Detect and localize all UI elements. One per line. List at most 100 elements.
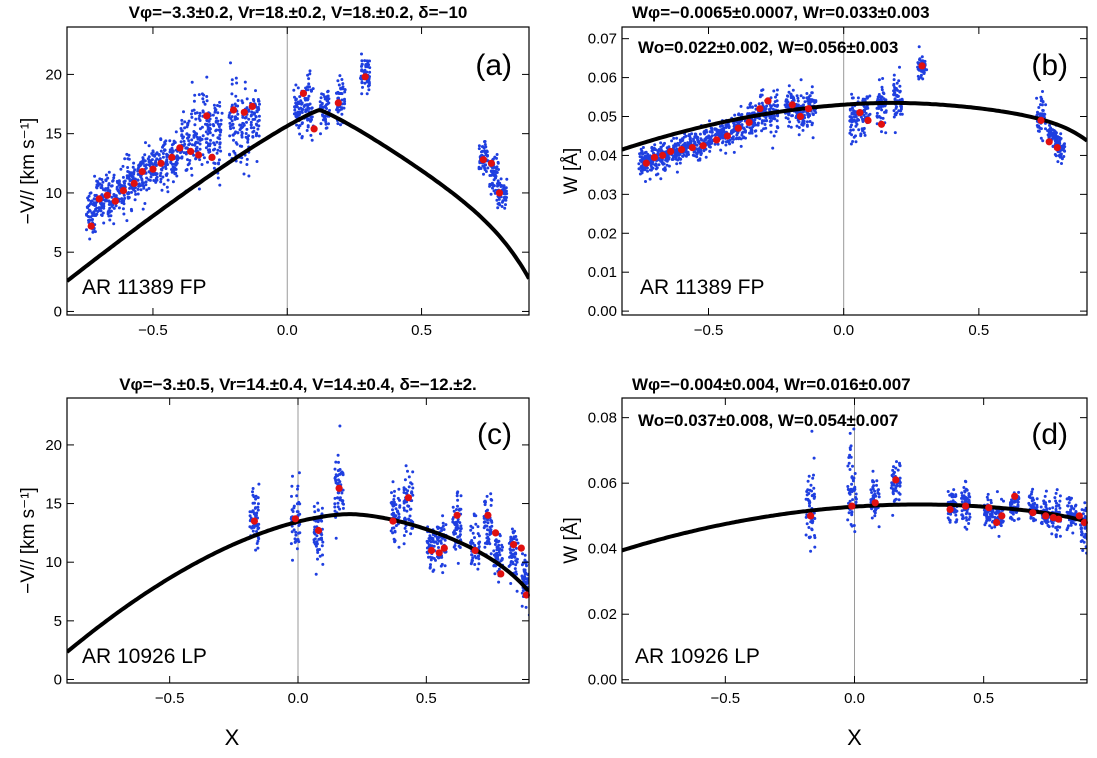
scatter-point <box>1001 519 1005 523</box>
scatter-point <box>946 512 950 516</box>
scatter-point <box>456 504 459 508</box>
scatter-point <box>456 490 460 494</box>
scatter-point <box>394 507 398 511</box>
scatter-point <box>307 107 311 110</box>
scatter-point <box>360 80 364 84</box>
scatter-point <box>653 143 657 147</box>
scatter-point <box>254 514 257 518</box>
scatter-point <box>894 111 898 115</box>
scatter-point <box>476 554 480 558</box>
scatter-point <box>916 61 920 65</box>
scatter-point <box>640 150 644 154</box>
scatter-point <box>1010 502 1014 506</box>
scatter-point <box>721 136 725 139</box>
scatter-point <box>323 114 327 118</box>
scatter-point <box>511 562 515 566</box>
scatter-point <box>857 128 861 132</box>
scatter-point <box>393 540 397 544</box>
scatter-point <box>217 158 221 162</box>
scatter-point <box>324 122 328 126</box>
scatter-point <box>334 479 338 483</box>
scatter-point <box>846 464 850 468</box>
binned-point <box>713 136 721 144</box>
scatter-point <box>476 525 480 529</box>
scatter-point <box>166 190 170 194</box>
scatter-point <box>724 151 728 155</box>
scatter-point <box>482 164 486 168</box>
binned-point <box>149 165 157 173</box>
scatter-point <box>505 177 509 181</box>
scatter-point <box>397 512 401 516</box>
scatter-point <box>201 97 205 101</box>
scatter-point <box>127 191 131 194</box>
scatter-point <box>232 126 235 130</box>
scatter-point <box>393 530 397 534</box>
scatter-point <box>497 550 501 554</box>
scatter-point <box>498 181 502 185</box>
scatter-point <box>865 96 869 100</box>
scatter-point <box>810 98 814 102</box>
scatter-point <box>245 120 248 124</box>
scatter-point <box>204 146 208 150</box>
scatter-point <box>500 184 504 187</box>
scatter-point <box>514 546 518 550</box>
panel-c-fit-curve <box>67 512 529 654</box>
scatter-point <box>1035 497 1039 501</box>
scatter-point <box>112 206 116 210</box>
scatter-point <box>173 166 177 170</box>
scatter-point <box>164 167 168 171</box>
scatter-point <box>218 145 222 149</box>
scatter-point <box>739 104 743 108</box>
scatter-point <box>983 523 987 527</box>
scatter-point <box>796 96 800 100</box>
scatter-point <box>641 146 645 149</box>
scatter-point <box>363 81 367 85</box>
scatter-point <box>745 125 749 129</box>
scatter-point <box>119 167 123 171</box>
scatter-point <box>294 83 298 87</box>
scatter-point <box>341 87 345 91</box>
scatter-point <box>850 120 854 124</box>
binned-point <box>492 529 500 537</box>
scatter-point <box>147 178 151 182</box>
scatter-point <box>398 505 402 509</box>
scatter-point <box>892 115 896 119</box>
scatter-point <box>850 510 854 514</box>
scatter-point <box>899 112 902 116</box>
panel-b-frame <box>621 26 1088 316</box>
scatter-point <box>695 151 698 155</box>
scatter-point <box>295 547 299 551</box>
scatter-point <box>435 537 439 541</box>
scatter-point <box>501 199 505 203</box>
scatter-point <box>295 502 299 506</box>
scatter-point <box>1054 526 1058 530</box>
scatter-point <box>406 469 409 473</box>
scatter-point <box>238 123 242 127</box>
panel-d-label: (d) <box>1031 418 1068 451</box>
scatter-point <box>705 135 709 139</box>
panel-b-label: (b) <box>1031 49 1068 82</box>
scatter-point <box>216 122 220 126</box>
scatter-point <box>254 506 258 510</box>
scatter-point <box>244 132 248 135</box>
scatter-point <box>876 115 879 119</box>
binned-point <box>130 179 138 187</box>
scatter-point <box>297 471 301 475</box>
scatter-point <box>644 166 648 170</box>
scatter-point <box>327 122 330 126</box>
binned-point <box>1045 138 1053 146</box>
scatter-point <box>891 513 895 517</box>
scatter-point <box>480 150 483 154</box>
scatter-point <box>515 560 519 564</box>
scatter-point <box>1011 512 1015 516</box>
scatter-point <box>852 427 856 431</box>
scatter-point <box>1039 136 1043 140</box>
scatter-point <box>88 237 92 241</box>
scatter-point <box>521 552 524 556</box>
scatter-point <box>727 141 731 144</box>
scatter-point <box>144 180 148 184</box>
binned-point <box>804 105 813 113</box>
scatter-point <box>145 176 149 180</box>
scatter-point <box>509 537 513 541</box>
y-tick-label: 0.06 <box>588 70 617 87</box>
